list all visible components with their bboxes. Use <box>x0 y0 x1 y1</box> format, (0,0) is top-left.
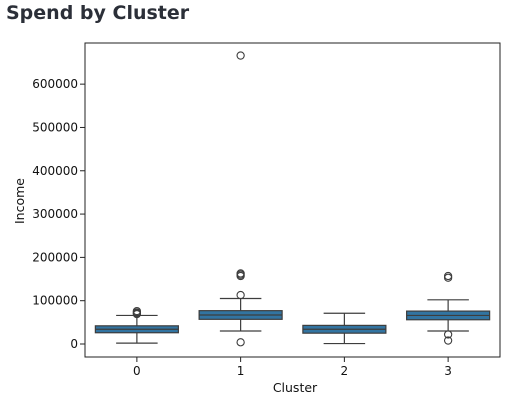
y-tick-label: 100000 <box>32 294 78 308</box>
plot-frame <box>84 42 501 358</box>
outlier-point <box>132 306 142 316</box>
outlier-point <box>236 290 245 300</box>
y-tick-label: 400000 <box>32 164 78 178</box>
outlier-point <box>236 51 245 60</box>
x-tick-label: 1 <box>237 364 245 378</box>
y-tick-label: 0 <box>70 337 78 351</box>
outlier-point <box>236 269 245 278</box>
x-axis-label: Cluster <box>273 380 318 395</box>
y-tick-label: 300000 <box>32 207 78 221</box>
y-tick-label: 200000 <box>32 250 78 264</box>
outlier-point <box>236 338 245 347</box>
y-tick-label: 500000 <box>32 120 78 134</box>
y-axis-label: Income <box>12 178 27 224</box>
outlier-point <box>443 330 453 339</box>
outlier-point <box>443 271 453 281</box>
outlier-point <box>443 336 453 345</box>
page-title: Spend by Cluster <box>6 2 190 24</box>
y-tick-label: 600000 <box>32 77 78 91</box>
x-tick-label: 3 <box>444 364 452 378</box>
x-tick-label: 2 <box>341 364 349 378</box>
x-tick-label: 0 <box>133 364 141 378</box>
plot-area: 0 100000 200000 300000 400000 500000 600000 0 1 2… <box>32 42 501 378</box>
